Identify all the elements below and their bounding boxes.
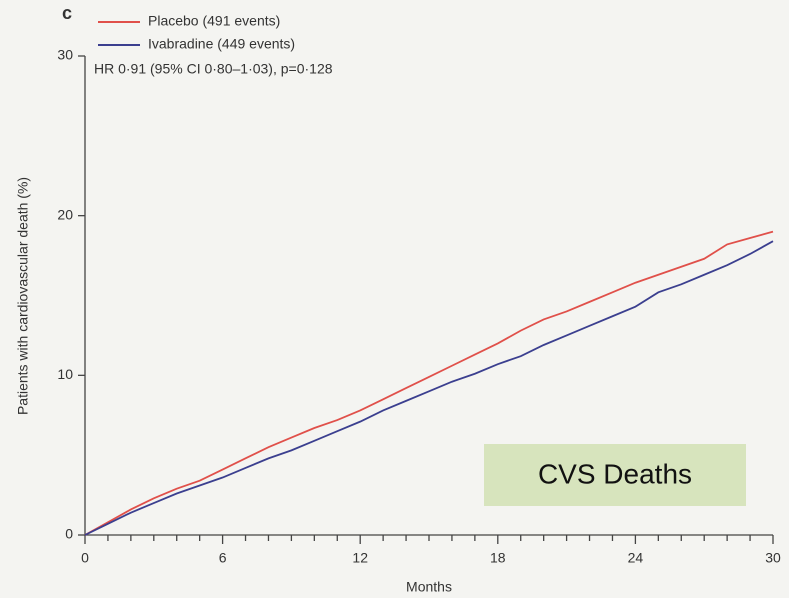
callout-box <box>484 444 746 506</box>
panel-label: c <box>62 3 72 23</box>
callout: CVS Deaths <box>538 458 692 489</box>
x-tick-label: 0 <box>81 550 89 566</box>
legend-label: Ivabradine (449 events) <box>148 36 295 52</box>
x-tick-label: 6 <box>219 550 227 566</box>
annotation: HR 0·91 (95% CI 0·80–1·03), p=0·128 <box>94 61 333 77</box>
y-axis-label: Patients with cardiovascular death (%) <box>15 177 31 415</box>
y-tick-label: 30 <box>57 47 73 63</box>
x-axis-label: Months <box>406 579 452 595</box>
x-tick-label: 30 <box>765 550 781 566</box>
y-tick-label: 20 <box>57 206 73 222</box>
x-tick-label: 12 <box>352 550 368 566</box>
y-tick-label: 0 <box>65 526 73 542</box>
line <box>84 230 774 536</box>
y-tick-label: 10 <box>57 366 73 382</box>
x-tick-label: 18 <box>490 550 506 566</box>
line <box>84 240 774 536</box>
legend-label: Placebo (491 events) <box>148 13 280 29</box>
x-tick-label: 24 <box>628 550 644 566</box>
